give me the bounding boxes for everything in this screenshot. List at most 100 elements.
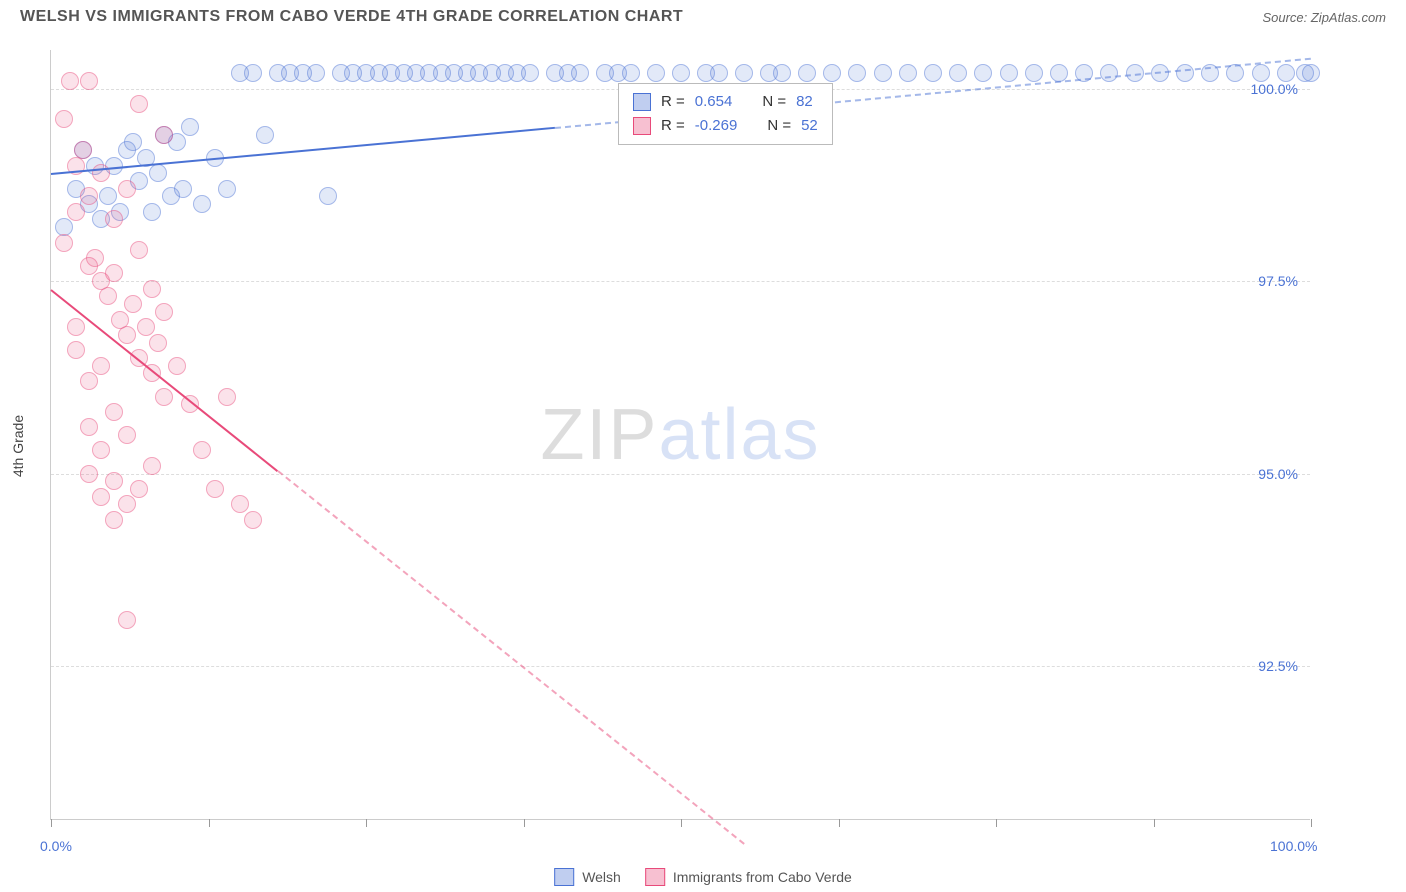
y-tick-label: 97.5% — [1258, 273, 1298, 289]
x-tick — [366, 819, 367, 827]
scatter-point — [218, 388, 236, 406]
scatter-point — [193, 195, 211, 213]
gridline — [51, 474, 1310, 475]
scatter-point — [218, 180, 236, 198]
scatter-point — [155, 303, 173, 321]
stats-row: R = -0.269 N = 52 — [633, 114, 818, 138]
stat-r-value: -0.269 — [695, 114, 738, 138]
scatter-point — [231, 495, 249, 513]
scatter-point — [55, 110, 73, 128]
y-axis-label: 4th Grade — [10, 415, 26, 477]
scatter-point — [149, 164, 167, 182]
stat-n-label: N = — [762, 90, 786, 114]
scatter-point — [143, 457, 161, 475]
scatter-point — [647, 64, 665, 82]
scatter-point — [622, 64, 640, 82]
scatter-point — [67, 341, 85, 359]
x-tick-label-left: 0.0% — [40, 838, 72, 886]
scatter-point — [118, 495, 136, 513]
scatter-point — [80, 72, 98, 90]
scatter-point — [105, 264, 123, 282]
scatter-point — [155, 388, 173, 406]
x-tick — [209, 819, 210, 827]
stat-n-label: N = — [767, 114, 791, 138]
scatter-point — [80, 372, 98, 390]
scatter-point — [105, 511, 123, 529]
x-tick — [51, 819, 52, 827]
watermark: ZIPatlas — [540, 394, 820, 476]
scatter-point — [118, 426, 136, 444]
scatter-point — [1000, 64, 1018, 82]
scatter-chart: ZIPatlas 92.5%95.0%97.5%100.0% R = 0.654… — [50, 50, 1310, 820]
scatter-point — [105, 403, 123, 421]
scatter-point — [735, 64, 753, 82]
scatter-point — [155, 126, 173, 144]
scatter-point — [949, 64, 967, 82]
gridline — [51, 666, 1310, 667]
scatter-point — [244, 64, 262, 82]
trend-line — [277, 470, 744, 845]
stat-n-value: 82 — [796, 90, 813, 114]
legend-label: Welsh — [582, 869, 621, 885]
stat-r-label: R = — [661, 90, 685, 114]
scatter-point — [206, 480, 224, 498]
legend-label: Immigrants from Cabo Verde — [673, 869, 852, 885]
scatter-point — [105, 210, 123, 228]
scatter-point — [105, 472, 123, 490]
scatter-point — [319, 187, 337, 205]
scatter-point — [67, 203, 85, 221]
scatter-point — [193, 441, 211, 459]
stats-box: R = 0.654 N = 82 R = -0.269 N = 52 — [618, 83, 833, 145]
scatter-point — [1025, 64, 1043, 82]
scatter-point — [149, 334, 167, 352]
x-tick — [996, 819, 997, 827]
legend-item: Welsh — [554, 868, 621, 886]
gridline — [51, 281, 1310, 282]
x-tick-label-right: 100.0% — [1270, 838, 1317, 854]
x-tick — [1311, 819, 1312, 827]
scatter-point — [55, 234, 73, 252]
scatter-point — [174, 180, 192, 198]
y-tick-label: 95.0% — [1258, 466, 1298, 482]
scatter-point — [571, 64, 589, 82]
scatter-point — [798, 64, 816, 82]
y-tick-label: 92.5% — [1258, 658, 1298, 674]
stat-r-label: R = — [661, 114, 685, 138]
legend-item: Immigrants from Cabo Verde — [645, 868, 852, 886]
series-swatch — [633, 117, 651, 135]
scatter-point — [99, 287, 117, 305]
scatter-point — [1100, 64, 1118, 82]
scatter-point — [118, 611, 136, 629]
x-tick — [839, 819, 840, 827]
scatter-point — [874, 64, 892, 82]
scatter-point — [80, 418, 98, 436]
scatter-point — [244, 511, 262, 529]
stat-r-value: 0.654 — [695, 90, 733, 114]
chart-header: WELSH VS IMMIGRANTS FROM CABO VERDE 4TH … — [0, 0, 1406, 30]
scatter-point — [80, 187, 98, 205]
scatter-point — [1252, 64, 1270, 82]
scatter-point — [307, 64, 325, 82]
scatter-point — [143, 203, 161, 221]
scatter-point — [924, 64, 942, 82]
scatter-point — [92, 441, 110, 459]
scatter-point — [74, 141, 92, 159]
scatter-point — [130, 480, 148, 498]
scatter-point — [118, 326, 136, 344]
scatter-point — [80, 465, 98, 483]
scatter-point — [710, 64, 728, 82]
scatter-point — [974, 64, 992, 82]
scatter-point — [672, 64, 690, 82]
scatter-point — [899, 64, 917, 82]
scatter-point — [143, 280, 161, 298]
x-tick — [524, 819, 525, 827]
scatter-point — [256, 126, 274, 144]
scatter-point — [130, 241, 148, 259]
scatter-point — [99, 187, 117, 205]
stat-n-value: 52 — [801, 114, 818, 138]
scatter-point — [118, 180, 136, 198]
scatter-point — [1176, 64, 1194, 82]
scatter-point — [521, 64, 539, 82]
scatter-point — [92, 488, 110, 506]
scatter-point — [124, 295, 142, 313]
